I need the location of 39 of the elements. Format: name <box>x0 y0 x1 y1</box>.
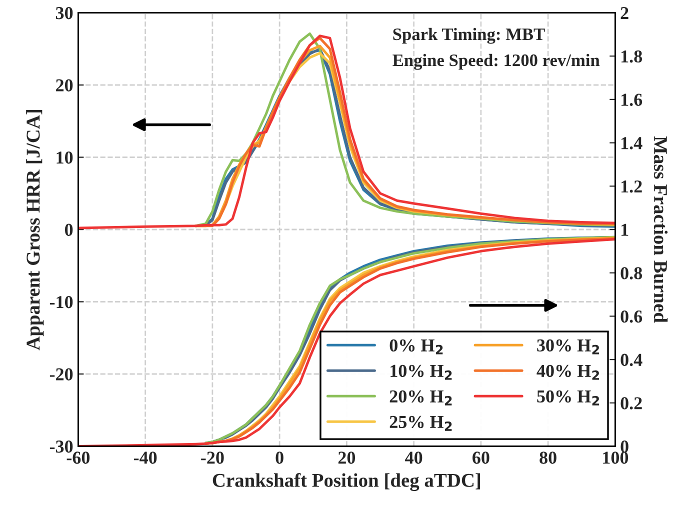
y-tick-label: 20 <box>56 79 73 92</box>
legend-label: 20% H$_{2}$ <box>390 390 452 406</box>
x-tick-label: 0 <box>276 452 284 464</box>
x-tick-label: 100 <box>603 452 628 464</box>
legend-label: 30% H$_{2}$ <box>537 339 600 354</box>
y2-tick-label: 0 <box>620 440 628 453</box>
x-axis-title: Crankshaft Position [deg aTDC] <box>212 473 480 492</box>
legend-label: 50% H$_{2}$ <box>537 390 600 406</box>
y2-tick-label: 0.2 <box>620 397 642 410</box>
annotation: Engine Speed: 1200 rev/min <box>392 54 600 70</box>
y-tick-label: 10 <box>56 152 73 164</box>
x-tick-label: 60 <box>472 452 490 464</box>
y-tick-label: -30 <box>50 440 73 453</box>
y2-tick-label: 1.8 <box>621 50 642 63</box>
y2-tick-label: 2 <box>620 7 628 20</box>
x-tick-label: -20 <box>201 452 224 464</box>
y2-tick-label: 1.4 <box>621 137 642 150</box>
legend-label: 40% H$_{2}$ <box>536 364 600 380</box>
y-axis-title: Apparent Gross HRR [J/CA] <box>26 110 44 350</box>
legend-label: 25% H$_{2}$ <box>390 416 452 431</box>
y2-tick-label: 0.4 <box>620 354 642 366</box>
legend-label: 0% H$_{2}$ <box>390 339 443 354</box>
y-tick-label: -20 <box>50 368 73 380</box>
y2-tick-label: 0.8 <box>620 267 642 280</box>
y2-tick-label: 1.6 <box>621 94 642 106</box>
y-tick-label: -10 <box>50 296 73 308</box>
y2-tick-label: 1 <box>621 224 628 236</box>
legend-label: 10% H$_{2}$ <box>390 364 452 380</box>
y-tick-label: 30 <box>56 7 73 20</box>
y-tick-label: 0 <box>64 224 73 236</box>
x-tick-label: 40 <box>405 452 422 464</box>
y2-axis-title: Mass Fraction Burned <box>654 136 668 323</box>
x-tick-label: 80 <box>540 452 556 464</box>
annotation: Spark Timing: MBT <box>393 28 545 44</box>
x-tick-label: -40 <box>134 452 157 464</box>
y2-tick-label: 1.2 <box>621 180 642 193</box>
x-tick-label: -60 <box>66 452 90 464</box>
y2-tick-label: 0.6 <box>620 310 642 323</box>
x-tick-label: 20 <box>338 452 356 464</box>
